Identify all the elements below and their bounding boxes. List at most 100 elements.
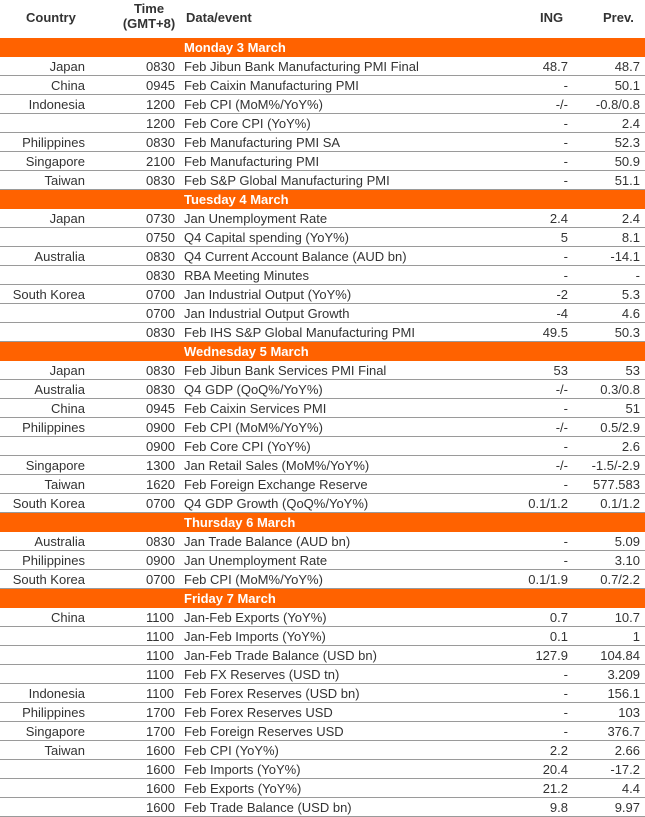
row-event: Feb Manufacturing PMI SA <box>184 135 341 150</box>
day-header: Monday 3 March <box>0 38 645 57</box>
header-ing: ING <box>540 10 564 25</box>
row-previous: 5.09 <box>614 534 640 549</box>
row-time: 0900 <box>146 553 175 568</box>
row-time: 0730 <box>146 211 175 226</box>
table-row: Philippines 0830 Feb Manufacturing PMI SA -… <box>0 133 645 152</box>
row-ing-forecast: 0.7 <box>549 610 568 625</box>
row-event: Feb Manufacturing PMI <box>184 154 320 169</box>
row-ing-forecast: - <box>563 439 568 454</box>
row-event: Jan Industrial Output Growth <box>184 306 350 321</box>
table-row: Japan 0830 Feb Jibun Bank Services PMI Fin… <box>0 361 645 380</box>
row-country: Taiwan <box>44 173 85 188</box>
header-time-line2: (GMT+8) <box>122 16 176 31</box>
row-country: Japan <box>49 211 85 226</box>
row-ing-forecast: - <box>563 534 568 549</box>
row-previous: 51.1 <box>614 173 640 188</box>
row-ing-forecast: 20.4 <box>542 762 568 777</box>
row-country: South Korea <box>12 496 85 511</box>
table-row: 1100 Jan-Feb Trade Balance (USD bn) 127.9 1… <box>0 646 645 665</box>
table-row: 0830 Feb IHS S&P Global Manufacturing PMI… <box>0 323 645 342</box>
row-event: Feb CPI (MoM%/YoY%) <box>184 97 323 112</box>
row-event: Feb Foreign Exchange Reserve <box>184 477 368 492</box>
table-row: Australia 0830 Q4 GDP (QoQ%/YoY%) -/- 0.3/0.… <box>0 380 645 399</box>
row-previous: 2.4 <box>621 211 640 226</box>
table-row: 0900 Feb Core CPI (YoY%) - 2.6 <box>0 437 645 456</box>
table-row: China 1100 Jan-Feb Exports (YoY%) 0.7 10.7 <box>0 608 645 627</box>
row-ing-forecast: -/- <box>555 458 568 473</box>
row-event: Feb Core CPI (YoY%) <box>184 439 311 454</box>
row-event: Feb Jibun Bank Manufacturing PMI Final <box>184 59 419 74</box>
row-ing-forecast: 48.7 <box>542 59 568 74</box>
row-event: Feb S&P Global Manufacturing PMI <box>184 173 390 188</box>
row-ing-forecast: - <box>563 268 568 283</box>
header-time-line1: Time <box>133 1 165 16</box>
row-previous: 8.1 <box>621 230 640 245</box>
row-time: 0700 <box>146 287 175 302</box>
row-previous: 5.3 <box>621 287 640 302</box>
row-event: Feb CPI (YoY%) <box>184 743 279 758</box>
row-previous: 1 <box>632 629 640 644</box>
row-country: China <box>51 401 85 416</box>
row-time: 1100 <box>146 686 174 701</box>
row-time: 0945 <box>146 78 175 93</box>
row-event: Q4 GDP Growth (QoQ%/YoY%) <box>184 496 369 511</box>
table-row: South Korea 0700 Jan Industrial Output (Yo… <box>0 285 645 304</box>
row-previous: 0.5/2.9 <box>600 420 640 435</box>
row-previous: 2.66 <box>614 743 640 758</box>
table-row: Taiwan 1620 Feb Foreign Exchange Reserve - 5… <box>0 475 645 494</box>
row-time: 0700 <box>146 496 175 511</box>
row-country: Philippines <box>22 420 85 435</box>
row-time: 0700 <box>146 572 175 587</box>
table-row: Australia 0830 Jan Trade Balance (AUD bn) -… <box>0 532 645 551</box>
table-row: Japan 0730 Jan Unemployment Rate 2.4 2.4 <box>0 209 645 228</box>
row-event: Feb Forex Reserves USD <box>184 705 333 720</box>
header-time: Time (GMT+8) <box>117 1 181 31</box>
table-row: Philippines 0900 Jan Unemployment Rate - 3.1… <box>0 551 645 570</box>
row-event: Jan Retail Sales (MoM%/YoY%) <box>184 458 370 473</box>
table-row: South Korea 0700 Feb CPI (MoM%/YoY%) 0.1/1.… <box>0 570 645 589</box>
header-event: Data/event <box>186 10 252 25</box>
row-time: 1300 <box>146 458 175 473</box>
row-ing-forecast: - <box>563 724 568 739</box>
table-row: China 0945 Feb Caixin Manufacturing PMI - 50… <box>0 76 645 95</box>
row-previous: 577.583 <box>593 477 640 492</box>
row-previous: 0.3/0.8 <box>600 382 640 397</box>
row-previous: 0.7/2.2 <box>600 572 640 587</box>
row-time: 1100 <box>146 648 174 663</box>
row-time: 0830 <box>146 59 175 74</box>
row-ing-forecast: 0.1/1.2 <box>528 496 568 511</box>
row-previous: 50.9 <box>614 154 640 169</box>
row-time: 0830 <box>146 173 175 188</box>
table-row: 0750 Q4 Capital spending (YoY%) 5 8.1 <box>0 228 645 247</box>
row-event: Jan-Feb Exports (YoY%) <box>184 610 327 625</box>
row-event: Feb FX Reserves (USD tn) <box>184 667 340 682</box>
table-row: 1100 Jan-Feb Imports (YoY%) 0.1 1 <box>0 627 645 646</box>
row-previous: 103 <box>618 705 640 720</box>
row-time: 1100 <box>146 610 174 625</box>
table-row: 1200 Feb Core CPI (YoY%) - 2.4 <box>0 114 645 133</box>
row-time: 0830 <box>146 325 175 340</box>
row-previous: 10.7 <box>614 610 640 625</box>
row-previous: 104.84 <box>600 648 640 663</box>
row-ing-forecast: 2.2 <box>549 743 568 758</box>
row-previous: 0.1/1.2 <box>600 496 640 511</box>
row-time: 1600 <box>146 762 175 777</box>
row-ing-forecast: 49.5 <box>542 325 568 340</box>
row-ing-forecast: 0.1/1.9 <box>528 572 568 587</box>
row-event: Feb Trade Balance (USD bn) <box>184 800 352 815</box>
row-previous: 51 <box>625 401 640 416</box>
row-ing-forecast: - <box>563 249 568 264</box>
calendar-body: Monday 3 March Japan 0830 Feb Jibun Bank Ma… <box>0 38 645 817</box>
row-event: Q4 Capital spending (YoY%) <box>184 230 350 245</box>
row-previous: 376.7 <box>607 724 640 739</box>
row-time: 0830 <box>146 382 175 397</box>
row-event: Feb Forex Reserves (USD bn) <box>184 686 360 701</box>
row-ing-forecast: - <box>563 78 568 93</box>
row-ing-forecast: -2 <box>556 287 568 302</box>
row-previous: 52.3 <box>614 135 640 150</box>
row-event: Feb CPI (MoM%/YoY%) <box>184 420 323 435</box>
day-header: Friday 7 March <box>0 589 645 608</box>
row-ing-forecast: 0.1 <box>549 629 568 644</box>
row-time: 0900 <box>146 439 175 454</box>
